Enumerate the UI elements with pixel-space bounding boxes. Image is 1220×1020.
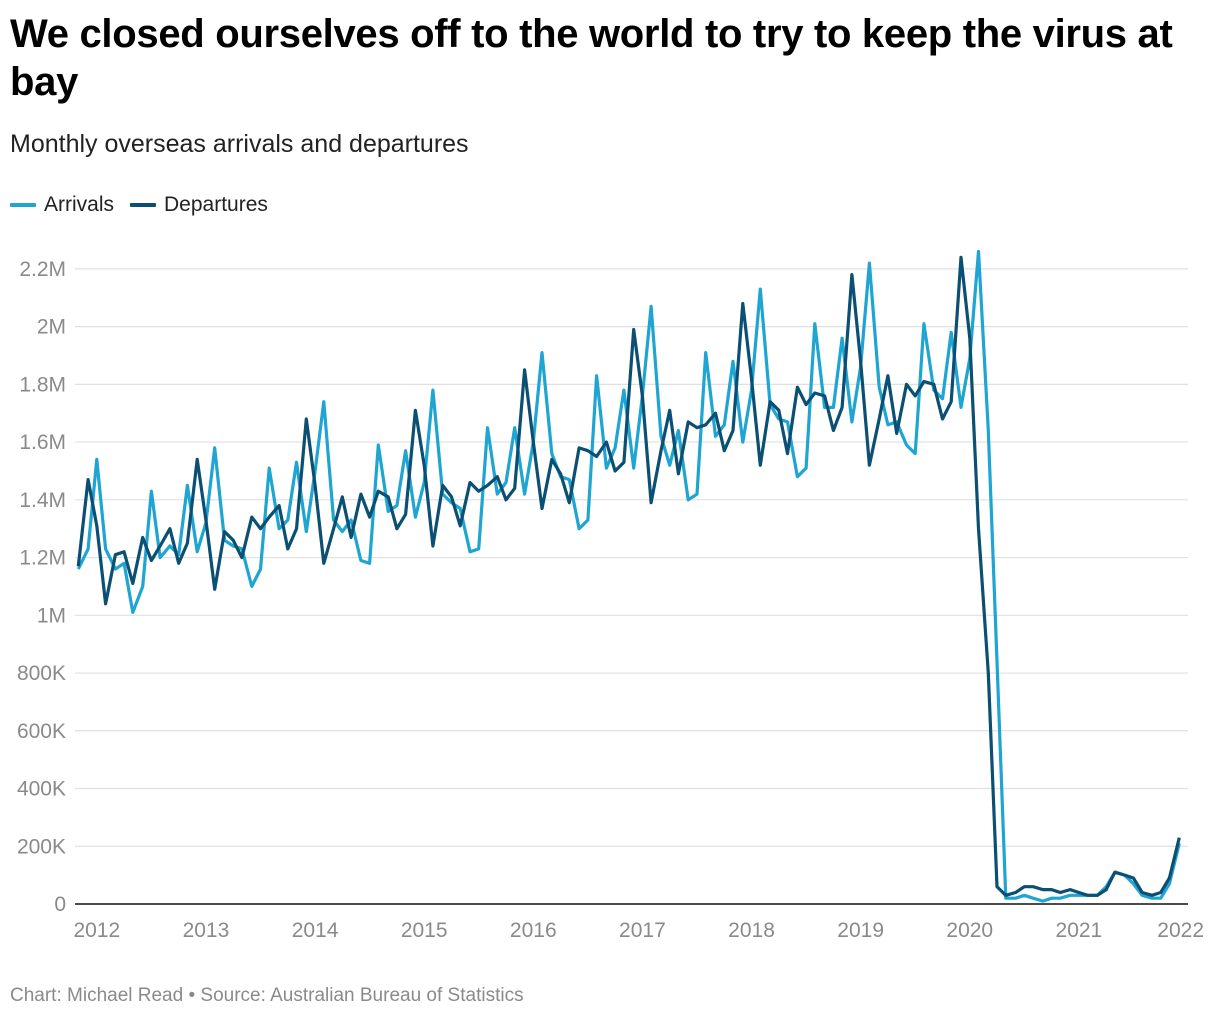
legend-item-departures[interactable]: Departures: [130, 193, 268, 217]
x-tick-label: 2017: [619, 919, 666, 942]
y-tick-label: 1.8M: [19, 373, 66, 396]
y-axis-tick-labels: 0 200K 400K 600K 800K 1M 1.2M 1.4M 1.6M 1.8M 2M 2.2…: [17, 258, 66, 916]
x-tick-label: 2012: [73, 919, 120, 942]
x-tick-label: 2014: [292, 919, 339, 942]
legend-swatch-departures: [130, 203, 157, 207]
series-line-departures: [76, 255, 1181, 897]
x-tick-label: 2015: [401, 919, 448, 942]
y-tick-label: 600K: [17, 720, 66, 743]
x-tick-label: 2016: [510, 919, 557, 942]
legend: Arrivals Departures: [10, 193, 284, 217]
legend-label-arrivals: Arrivals: [44, 193, 115, 216]
legend-item-arrivals[interactable]: Arrivals: [10, 193, 114, 217]
x-tick-label: 2022: [1157, 919, 1204, 942]
y-tick-label: 1.6M: [19, 431, 66, 454]
x-axis-tick-labels: 2012 2013 2014 2015 2016 2017 2018 2019 2020 2021…: [73, 919, 1204, 942]
chart-subtitle: Monthly overseas arrivals and departures: [10, 130, 469, 158]
legend-swatch-arrivals: [10, 203, 36, 207]
x-tick-label: 2018: [728, 919, 775, 942]
y-tick-label: 1M: [37, 604, 66, 627]
y-tick-label: 1.4M: [19, 489, 66, 512]
x-tick-label: 2013: [183, 919, 230, 942]
y-tick-label: 1.2M: [19, 547, 66, 570]
x-tick-label: 2021: [1056, 919, 1103, 942]
y-tick-label: 0: [54, 893, 66, 916]
legend-label-departures: Departures: [164, 193, 268, 216]
y-tick-label: 2.2M: [19, 258, 66, 281]
y-tick-label: 200K: [17, 835, 66, 858]
series-lines: [76, 249, 1181, 903]
y-tick-label: 800K: [17, 662, 66, 685]
x-tick-label: 2019: [837, 919, 884, 942]
x-tick-label: 2020: [946, 919, 993, 942]
series-line-arrivals: [76, 249, 1181, 903]
chart-footer: Chart: Michael Read • Source: Australian…: [10, 985, 524, 1006]
y-tick-label: 400K: [17, 778, 66, 801]
y-tick-label: 2M: [37, 316, 66, 339]
chart-title: We closed ourselves off to the world to …: [10, 12, 1173, 104]
